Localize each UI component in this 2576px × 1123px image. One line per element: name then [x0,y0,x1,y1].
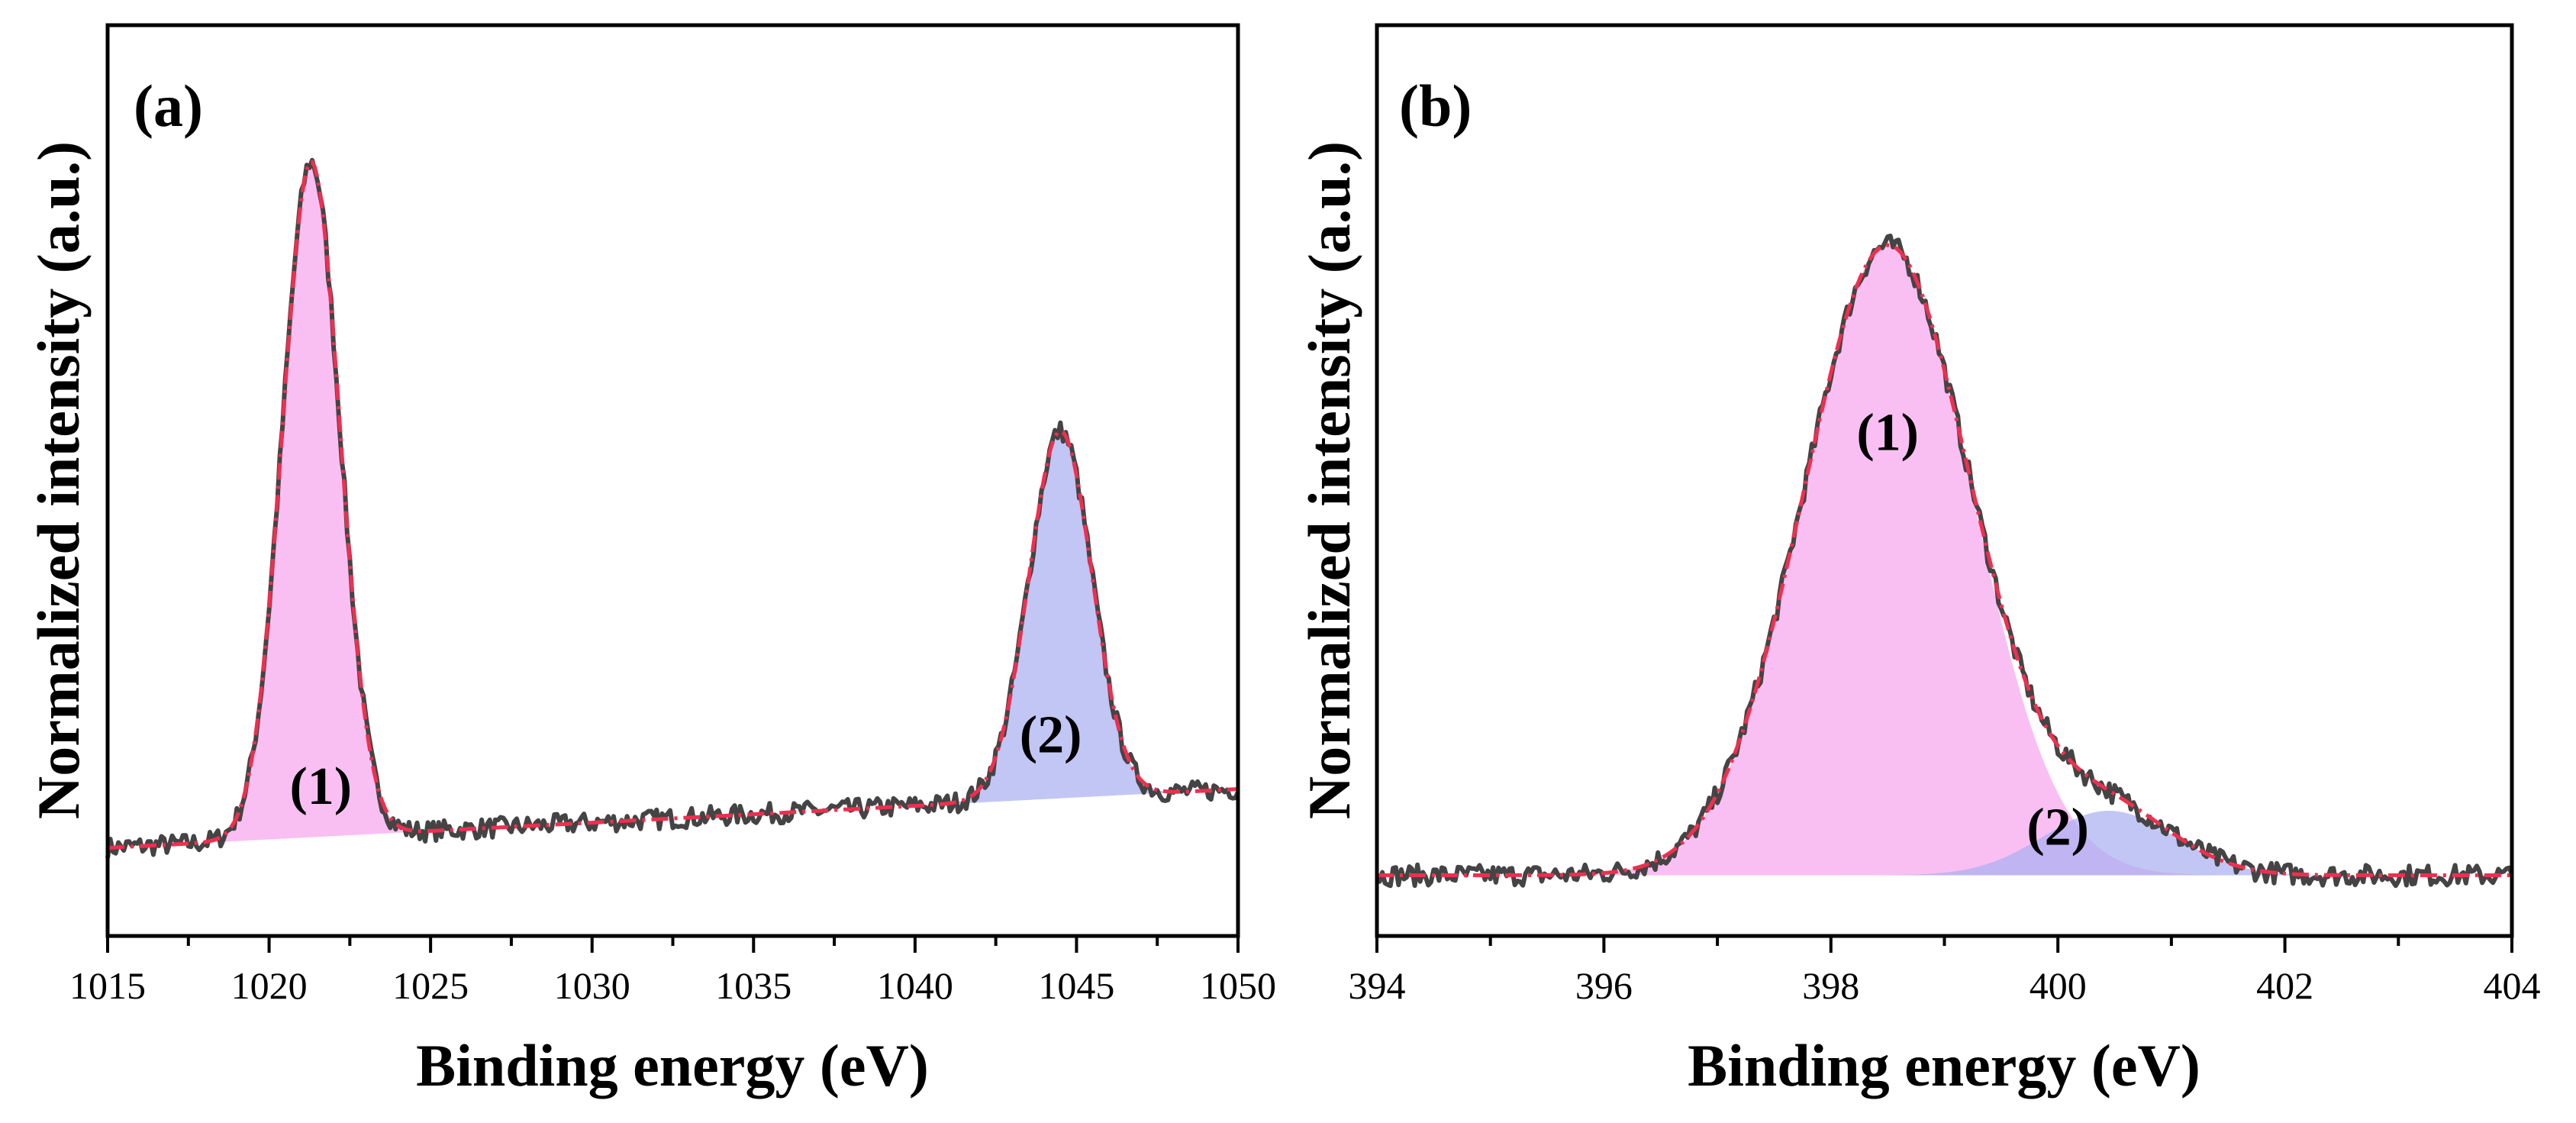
x-tick-label-b: 404 [2484,964,2541,1007]
x-tick-label-b: 400 [2030,964,2087,1007]
x-tick-label-b: 402 [2256,964,2313,1007]
panel-label-a: (a) [134,73,203,139]
fit-envelope-line-a [107,160,1239,850]
x-tick-label-a: 1040 [877,964,953,1007]
peak-1-area-b [1377,245,2512,876]
x-axis-title-a: Binding energy (eV) [416,1032,929,1099]
x-tick-label-a: 1045 [1038,964,1114,1007]
x-tick-label-a: 1050 [1200,964,1276,1007]
peak-2-label-b: (2) [2026,799,2089,857]
x-axis-title-b: Binding energy (eV) [1688,1032,2200,1099]
x-tick-label-a: 1035 [715,964,791,1007]
y-axis-title-b: Normalized intensity (a.u.) [1296,141,1362,819]
x-tick-label-a: 1030 [554,964,630,1007]
peak-2-label-a: (2) [1020,706,1082,765]
peak-1-label-a: (1) [289,757,352,816]
peak-1-label-b: (1) [1856,404,1919,463]
x-tick-label-b: 398 [1802,964,1859,1007]
chart-panel-a: (a) Binding energy (eV) Normalized inten… [25,23,1276,1099]
panel-label-b: (b) [1399,73,1472,139]
x-tick-label-a: 1020 [231,964,308,1007]
x-tick-label-a: 1025 [392,964,469,1007]
peak-1-area-a [108,162,1238,848]
x-tick-label-b: 396 [1575,964,1633,1007]
chart-panel-b: (b) Binding energy (eV) Normalized inten… [1296,23,2541,1099]
x-tick-label-b: 394 [1349,964,1406,1007]
x-tick-label-a: 1015 [69,964,146,1007]
fit-envelope-line-b [1377,243,2512,877]
y-axis-title-a: Normalized intensity (a.u.) [25,141,92,819]
